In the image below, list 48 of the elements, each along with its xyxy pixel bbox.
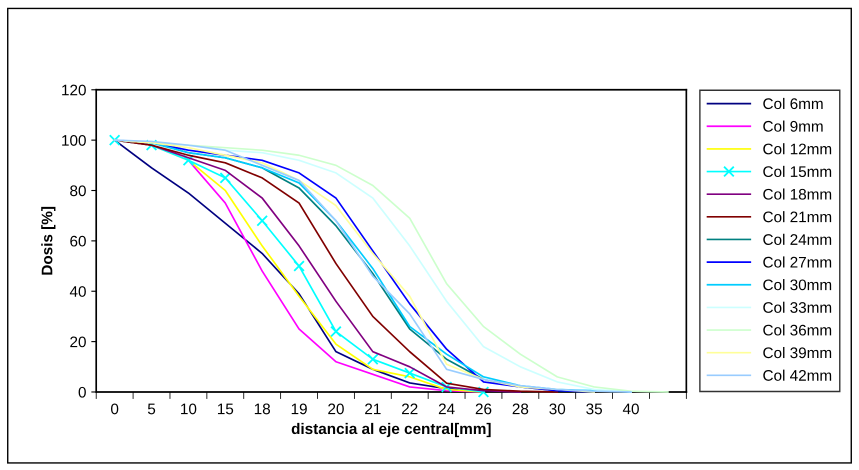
legend-label: Col 6mm [763, 98, 823, 110]
x-tick-label: 30 [549, 403, 566, 414]
legend-label: Col 30mm [763, 279, 832, 290]
legend-label: Col 12mm [763, 143, 832, 154]
y-tick-label: 80 [70, 185, 86, 196]
x-tick-label: 22 [402, 403, 418, 414]
x-tick-label: 5 [148, 404, 156, 414]
y-tick-label: 120 [62, 84, 86, 96]
point [146, 139, 158, 151]
legend-label: Col 36mm [763, 324, 832, 336]
legend-label: Col 15mm [763, 166, 832, 178]
legend-label: Col 27mm [763, 256, 832, 268]
legend-label: Col 33mm [763, 302, 832, 313]
x-tick-label: 18 [254, 403, 270, 414]
point [256, 214, 268, 226]
x-tick-label: 21 [365, 403, 381, 414]
point [182, 154, 194, 166]
legend-label: Col 42mm [763, 370, 832, 381]
y-axis-title: Dosis [%] [41, 206, 56, 275]
point [367, 353, 379, 366]
point [330, 326, 342, 338]
x-tick-label: 26 [476, 403, 492, 414]
y-tick-label: 20 [70, 336, 86, 348]
legend-label: Col 9mm [763, 120, 823, 132]
legend-label: Col 21mm [763, 211, 832, 222]
legend-label: Col 24mm [763, 234, 832, 245]
point [108, 134, 120, 146]
x-axis-title: distancia al eje central[mm] [292, 422, 491, 438]
x-tick-label: 40 [622, 403, 639, 414]
x-tick-label: 24 [438, 403, 455, 414]
x-tick-label: 15 [218, 404, 234, 414]
x-tick-label: 28 [512, 403, 528, 414]
legend-label: Col 39mm [763, 346, 832, 358]
legend-label: Col 18mm [763, 188, 832, 200]
point [220, 172, 232, 184]
y-tick-label: 60 [70, 236, 86, 247]
y-tick-label: 0 [78, 386, 86, 398]
x-tick-label: 0 [111, 403, 118, 414]
point [440, 381, 452, 393]
x-tick-label: 19 [292, 403, 307, 414]
x-tick-label: 10 [181, 403, 196, 414]
x-tick-label: 35 [586, 403, 602, 414]
point [404, 367, 416, 379]
x-tick-label: 20 [328, 403, 344, 414]
point [293, 260, 305, 272]
y-tick-label: 40 [70, 286, 86, 297]
point [478, 386, 490, 398]
y-tick-label: 100 [62, 135, 86, 146]
